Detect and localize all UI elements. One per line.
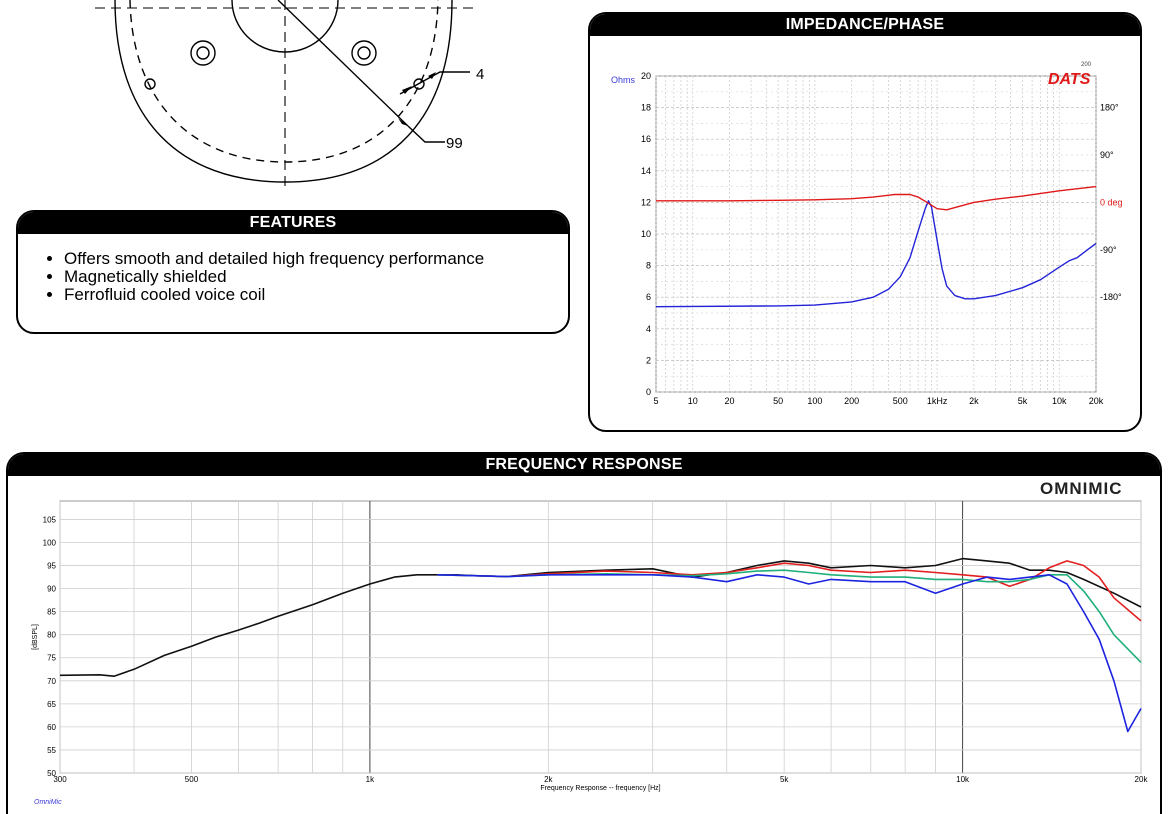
imp-series-phase: [656, 185, 1097, 211]
feature-item: Ferrofluid cooled voice coil: [64, 286, 568, 304]
screw-hole-left-inner: [196, 46, 210, 60]
screw-hole-left-outer: [190, 40, 216, 66]
imp-x-tick-label: 200: [844, 396, 859, 406]
dats-superscript: 200: [1081, 62, 1092, 68]
fr-y-axis-label: [dBSPL]: [32, 624, 39, 650]
fr-y-tick-label: 75: [47, 654, 56, 663]
omnimic-logo: OMNIMIC: [1040, 479, 1123, 498]
fr-series-trace-black: [59, 557, 1142, 677]
imp-phase-tick-label: 0 deg: [1100, 197, 1123, 207]
imp-x-tick-label: 500: [893, 396, 908, 406]
mounting-drawing: 4 99: [95, 0, 484, 188]
dats-logo: DATS: [1048, 71, 1091, 88]
flange-outline: [114, 0, 453, 183]
imp-x-tick-label: 1kHz: [927, 396, 948, 406]
dimension-label-4: 4: [476, 66, 484, 83]
imp-y-tick-label: 12: [641, 197, 651, 207]
fr-x-tick-label: 20k: [1135, 775, 1149, 784]
fr-x-tick-label: 10k: [956, 775, 970, 784]
impedance-panel: IMPEDANCE/PHASE 5 10 20 50 100 200 500 1kHz 2k 5k…: [588, 12, 1142, 432]
fr-plot-area: [59, 500, 1142, 774]
fr-y-tick-label: 90: [47, 585, 56, 594]
imp-phase-tick-label: 90°: [1100, 150, 1114, 160]
imp-y-tick-label: 2: [646, 355, 651, 365]
imp-x-tick-label: 20k: [1089, 396, 1104, 406]
imp-phase-tick-label: -180°: [1100, 292, 1122, 302]
imp-phase-tick-label: -90°: [1100, 245, 1117, 255]
fr-y-tick-label: 85: [47, 608, 56, 617]
mount-hole-left: [144, 78, 156, 90]
fr-y-tick-label: 100: [43, 538, 57, 547]
imp-x-tick-label: 10: [688, 396, 698, 406]
features-title: FEATURES: [18, 212, 568, 234]
features-panel: FEATURES Offers smooth and detailed high…: [16, 210, 570, 334]
imp-x-tick-label: 5k: [1018, 396, 1028, 406]
fr-series-trace-blue: [437, 574, 1142, 733]
fr-x-axis-label: Frequency Response -- frequency [Hz]: [540, 785, 660, 792]
imp-x-tick-label: 2k: [969, 396, 979, 406]
frequency-response-panel: FREQUENCY RESPONSE 50 55 60 65 70 75 80 85 90 95 1…: [6, 452, 1162, 814]
fr-y-tick-label: 50: [47, 769, 56, 778]
fr-x-tick-label: 500: [185, 775, 199, 784]
imp-y-tick-label: 18: [641, 103, 651, 113]
fr-y-tick-label: 80: [47, 631, 56, 640]
imp-y-tick-label: 0: [646, 387, 651, 397]
features-list: Offers smooth and detailed high frequenc…: [18, 250, 568, 304]
imp-y-tick-label: 6: [646, 292, 651, 302]
fr-y-tick-label: 55: [47, 746, 56, 755]
fr-x-tick-label: 5k: [780, 775, 789, 784]
screw-hole-right-outer: [351, 40, 377, 66]
fr-y-tick-label: 105: [43, 515, 57, 524]
fr-y-tick-label: 60: [47, 723, 56, 732]
imp-y-tick-label: 4: [646, 324, 651, 334]
imp-x-tick-label: 20: [725, 396, 735, 406]
imp-y-tick-label: 20: [641, 71, 651, 81]
fr-x-tick-label: 300: [53, 775, 67, 784]
fr-y-tick-label: 70: [47, 677, 56, 686]
diameter-leader: [277, 0, 409, 127]
diameter-leader-end: [407, 125, 445, 143]
fr-series-trace-green: [437, 569, 1142, 663]
feature-item: Offers smooth and detailed high frequenc…: [64, 250, 568, 268]
omnimic-footer: OmniMic: [34, 799, 62, 806]
imp-x-tick-label: 5: [653, 396, 658, 406]
arrow-head-2: [428, 72, 436, 79]
feature-item: Magnetically shielded: [64, 268, 568, 286]
fr-x-tick-label: 1k: [366, 775, 375, 784]
imp-y-tick-label: 14: [641, 166, 651, 176]
imp-x-tick-label: 10k: [1052, 396, 1067, 406]
fr-series-trace-red: [437, 560, 1142, 622]
imp-x-tick-label: 100: [807, 396, 822, 406]
ohms-axis-label: Ohms: [611, 75, 636, 85]
fr-x-tick-label: 2k: [544, 775, 553, 784]
hole-leader: [399, 71, 470, 95]
imp-x-tick-label: 50: [773, 396, 783, 406]
mount-hole-right: [413, 78, 425, 90]
imp-y-tick-label: 10: [641, 229, 651, 239]
fr-y-tick-label: 95: [47, 562, 56, 571]
impedance-chart: 5 10 20 50 100 200 500 1kHz 2k 5k 10k 20k 0 2 4 6 8 10 12 1…: [611, 62, 1123, 406]
dimension-label-99: 99: [446, 135, 463, 152]
dashed-circle: [129, 0, 439, 163]
arrow-head-1: [402, 86, 412, 94]
impedance-title: IMPEDANCE/PHASE: [590, 14, 1140, 36]
fr-y-tick-label: 65: [47, 700, 56, 709]
arrow-head-3: [398, 118, 408, 126]
frequency-response-title: FREQUENCY RESPONSE: [8, 454, 1160, 476]
frequency-response-chart: 50 55 60 65 70 75 80 85 90 95 100 105 300 500 1k 2k 5k 10…: [32, 479, 1149, 806]
imp-y-tick-label: 8: [646, 261, 651, 271]
screw-hole-right-inner: [357, 46, 371, 60]
imp-series-impedance: [655, 200, 1097, 308]
imp-y-tick-label: 16: [641, 134, 651, 144]
imp-phase-tick-label: 180°: [1100, 103, 1119, 113]
